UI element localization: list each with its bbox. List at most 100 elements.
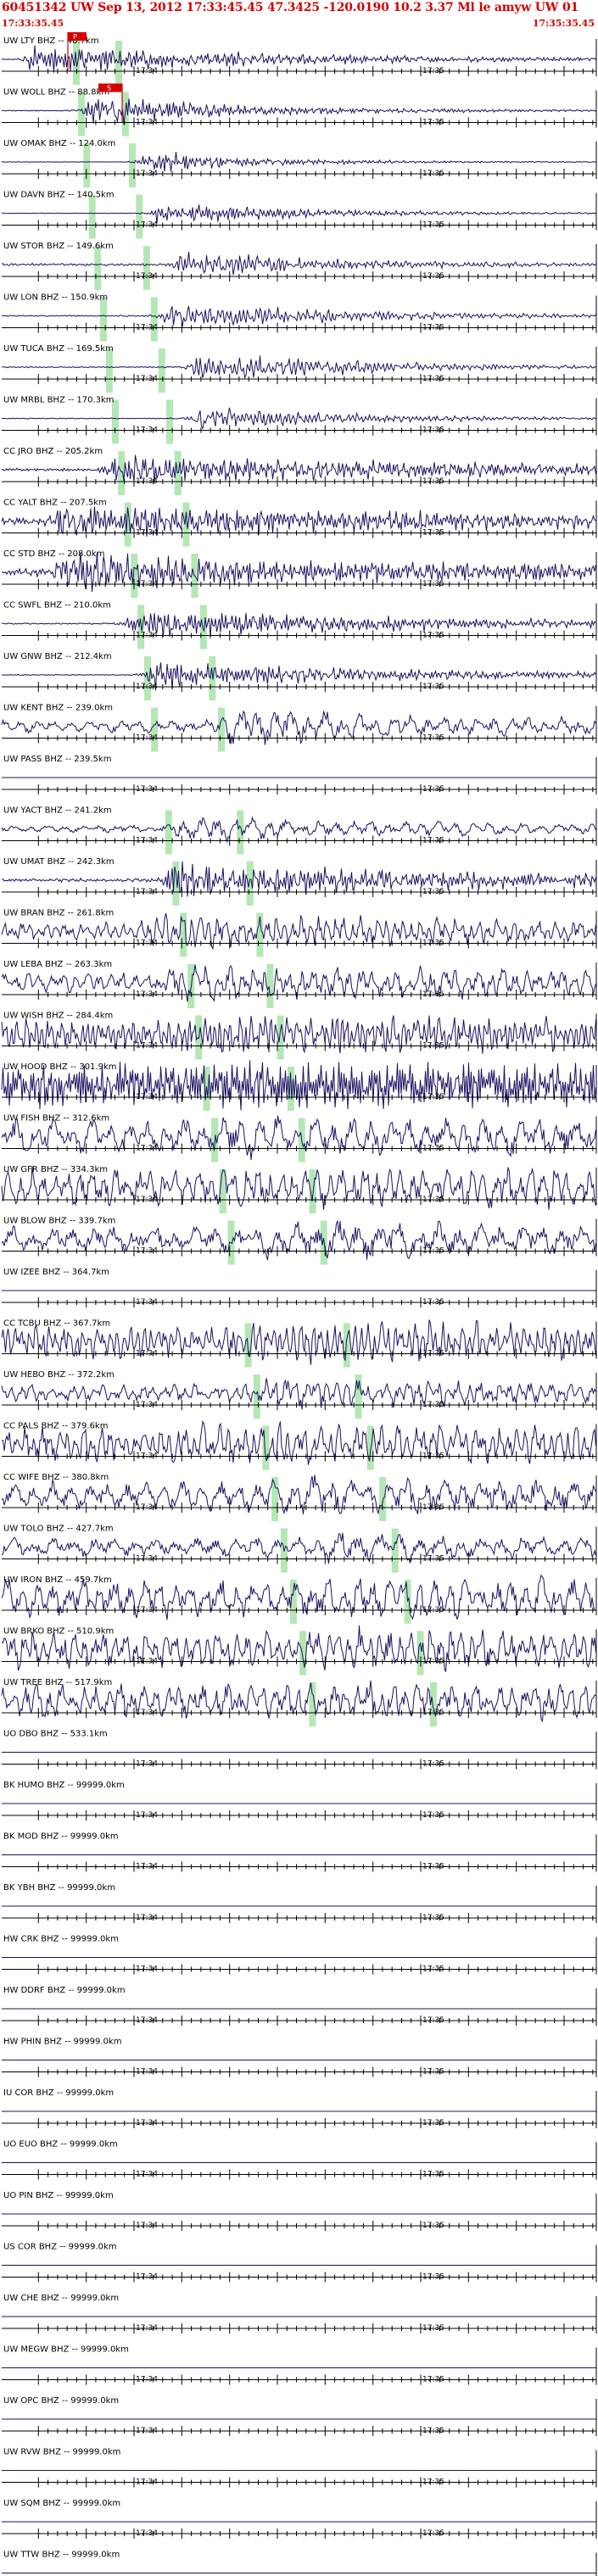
tick-label-1735: 17:35 (422, 1965, 444, 1974)
p-phase-band (262, 1425, 270, 1470)
tick-label-1734: 17:34 (136, 837, 158, 845)
tick-label-1735: 17:35 (422, 221, 444, 230)
trace-row: CC YALT BHZ -- 207.5km 17:34 17:35 (1, 499, 597, 538)
waveform (1, 506, 596, 537)
waveform (1, 1532, 596, 1564)
s-phase-band (150, 297, 158, 342)
tick-label-1735: 17:35 (422, 2171, 444, 2179)
tick-label-1734: 17:34 (136, 1401, 158, 1409)
station-label: UO PIN BHZ -- 99999.0km (3, 2191, 114, 2200)
station-label: CC WIFE BHZ -- 380.8km (3, 1473, 109, 1482)
station-label: UW PASS BHZ -- 239.5km (3, 755, 111, 764)
trace-row: BK MOD BHZ -- 99999.0km 17:34 17:35 (2, 1832, 597, 1872)
tick-label-1735: 17:35 (422, 2376, 444, 2384)
tick-label-1735: 17:35 (422, 1093, 444, 1101)
tick-label-1734: 17:34 (136, 1811, 158, 1820)
tick-label-1735: 17:35 (422, 477, 444, 486)
station-label: UW CHE BHZ -- 99999.0km (3, 2294, 119, 2303)
station-label: UW YACT BHZ -- 241.2km (3, 806, 112, 816)
trace-row: UW WISH BHZ -- 284.4km 17:34 17:35 (1, 1012, 597, 1054)
p-phase-band (180, 912, 187, 957)
waveform (1, 1060, 596, 1111)
station-label: BK HUMO BHZ -- 99999.0km (3, 1781, 125, 1790)
waveform (1, 454, 596, 484)
p-phase-band (253, 1374, 260, 1419)
station-label: UW WISH BHZ -- 284.4km (3, 1012, 113, 1021)
tick-label-1734: 17:34 (136, 2068, 158, 2077)
trace-row: UW GNW BHZ -- 212.4km 17:34 17:35 (1, 652, 597, 692)
tick-label-1735: 17:35 (422, 324, 444, 332)
trace-row: CC SWFL BHZ -- 210.0km 17:34 17:35 (1, 601, 597, 641)
trace-row: BK YBH BHZ -- 99999.0km 17:34 17:35 (2, 1883, 597, 1923)
tick-label-1735: 17:35 (422, 427, 444, 435)
p-phase-band (309, 1682, 316, 1726)
trace-row: IU COR BHZ -- 99999.0km 17:34 17:35 (2, 2088, 597, 2128)
tick-label-1734: 17:34 (136, 1965, 158, 1974)
tick-label-1735: 17:35 (422, 2324, 444, 2333)
s-phase-band (182, 502, 190, 547)
station-label: UW STOR BHZ -- 149.6km (3, 242, 114, 251)
station-label: US COR BHZ -- 99999.0km (3, 2243, 117, 2252)
station-label: UW LON BHZ -- 150.9km (3, 293, 108, 303)
trace-row: HW CRK BHZ -- 99999.0km 17:34 17:35 (2, 1935, 597, 1975)
tick-label-1735: 17:35 (422, 2273, 444, 2282)
trace-row: UW PASS BHZ -- 239.5km 17:34 17:35 (2, 755, 597, 795)
tick-label-1735: 17:35 (422, 119, 444, 127)
trace-row: UW CHE BHZ -- 99999.0km 17:34 17:35 (2, 2294, 597, 2333)
p-phase-band (131, 554, 138, 598)
tick-label-1735: 17:35 (422, 1914, 444, 1922)
trace-row: UW MRBL BHZ -- 170.3km 17:34 17:35 (1, 396, 597, 436)
trace-rows: UW LTY BHZ -- 48.7km 17:34 17:35 P UW WOLL B… (1, 32, 597, 2576)
trace-row: UW FISH BHZ -- 312.6km 17:34 17:35 (1, 1114, 597, 1161)
station-label: UW HOOD BHZ -- 301.9km (3, 1062, 117, 1072)
station-label: UW TTW BHZ -- 99999.0km (3, 2551, 120, 2560)
tick-label-1734: 17:34 (136, 2222, 158, 2230)
waveform (1, 251, 596, 276)
trace-row: HW PHIN BHZ -- 99999.0km 17:34 17:35 (2, 2038, 597, 2077)
tick-label-1735: 17:35 (422, 1401, 444, 1409)
s-phase-band (379, 1477, 387, 1521)
tick-label-1734: 17:34 (136, 1298, 158, 1307)
tick-label-1735: 17:35 (422, 940, 444, 948)
tick-label-1734: 17:34 (136, 785, 158, 794)
station-label: UW BLOW BHZ -- 339.7km (3, 1217, 115, 1226)
tick-label-1735: 17:35 (422, 632, 444, 640)
tick-label-1734: 17:34 (136, 888, 158, 896)
trace-row: UW LEBA BHZ -- 263.3km 17:34 17:35 (1, 960, 597, 1002)
station-label: IU COR BHZ -- 99999.0km (3, 2088, 114, 2098)
waveform (1, 1219, 596, 1261)
s-phase-band (166, 399, 174, 444)
station-label: UW LTY BHZ -- 48.7km (3, 36, 99, 46)
tick-label-1735: 17:35 (422, 1863, 444, 1871)
s-phase-band (246, 861, 254, 906)
trace-row: UW TREE BHZ -- 517.9km 17:34 17:35 (1, 1678, 597, 1723)
p-phase-band (112, 399, 119, 444)
end-time: 17:35:35.45 (532, 18, 595, 29)
waveform (1, 407, 596, 430)
waveform (1, 1015, 596, 1054)
tick-label-1734: 17:34 (136, 632, 158, 640)
tick-label-1734: 17:34 (136, 1709, 158, 1717)
tick-label-1734: 17:34 (136, 734, 158, 743)
station-label: UW BRKO BHZ -- 510.9km (3, 1627, 114, 1636)
tick-label-1735: 17:35 (422, 1350, 444, 1358)
station-label: UW WOLL BHZ -- 88.8km (3, 88, 109, 98)
waveform (1, 710, 596, 745)
tick-label-1735: 17:35 (422, 734, 444, 743)
trace-row: UW BLOW BHZ -- 339.7km 17:34 17:35 (1, 1217, 597, 1261)
waveform (1, 912, 596, 951)
tick-label-1734: 17:34 (136, 375, 158, 383)
tick-label-1735: 17:35 (422, 1503, 444, 1512)
phase-bands (73, 41, 437, 1726)
trace-row: UW LON BHZ -- 150.9km 17:34 17:35 (1, 293, 597, 333)
tick-label-1734: 17:34 (136, 221, 158, 230)
station-label: UW IZEE BHZ -- 364.7km (3, 1268, 109, 1277)
tick-label-1735: 17:35 (422, 272, 444, 281)
tick-label-1735: 17:35 (422, 67, 444, 75)
p-phase-band (94, 246, 102, 290)
tick-label-1735: 17:35 (422, 2068, 444, 2077)
p-pick-flag (68, 32, 87, 41)
tick-label-1734: 17:34 (136, 1452, 158, 1461)
trace-row: UO DBO BHZ -- 533.1km 17:34 17:35 (2, 1730, 597, 1770)
trace-row: UW HEBO BHZ -- 372.2km 17:34 17:35 (1, 1370, 597, 1410)
